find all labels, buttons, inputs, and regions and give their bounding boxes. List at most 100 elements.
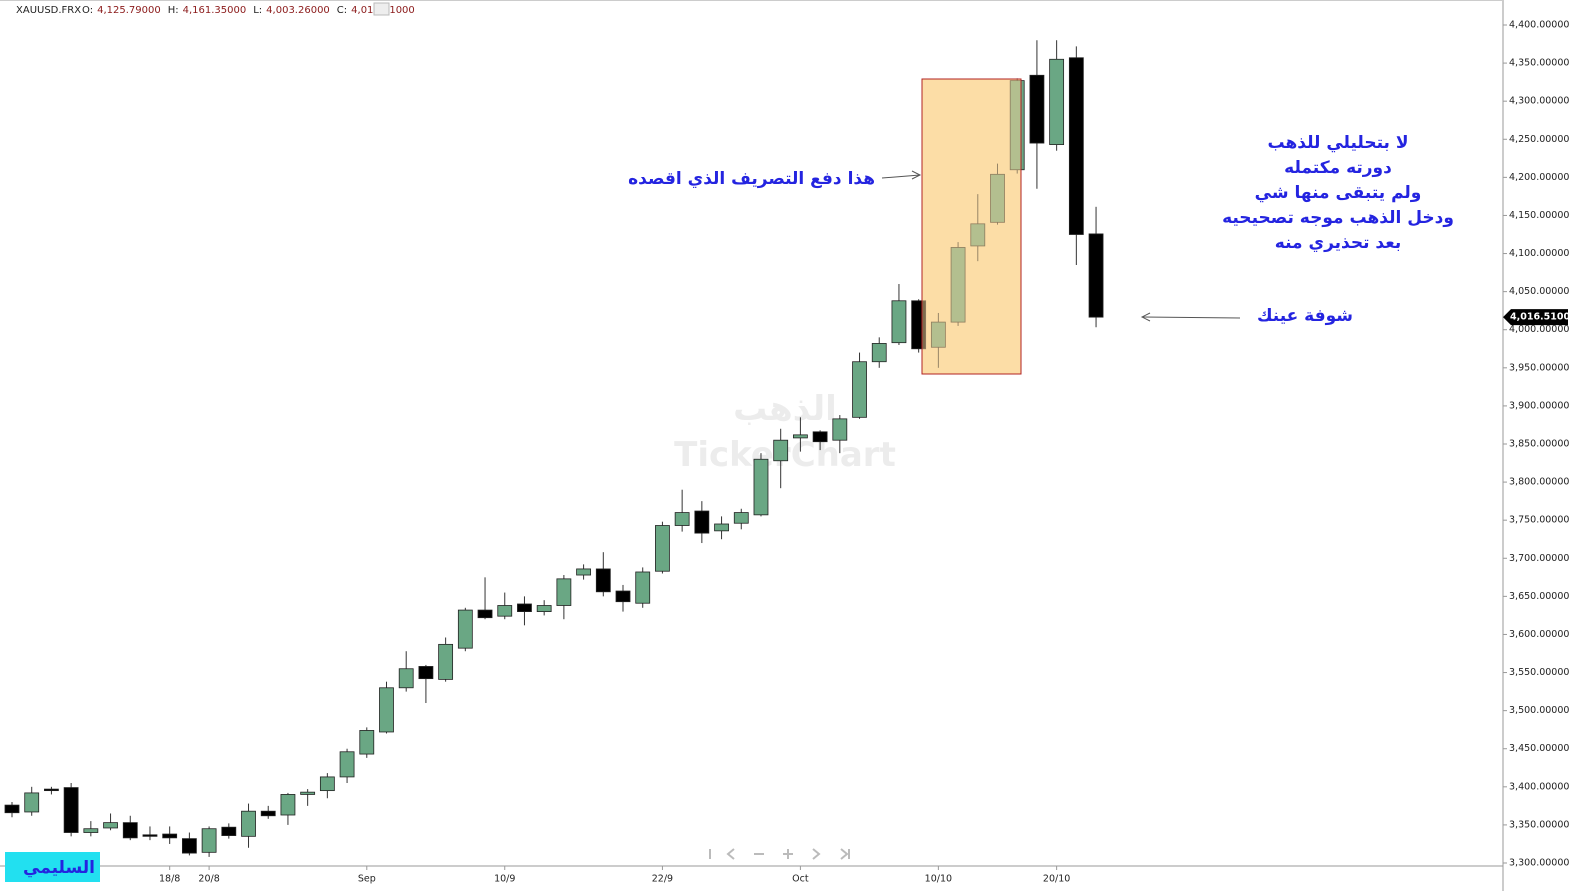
candle-body xyxy=(103,822,118,829)
y-tick-label: 4,350.00000 xyxy=(1509,58,1569,69)
analysis-line: ودخل الذهب موجه تصحيحيه xyxy=(1222,208,1454,228)
candle-body xyxy=(260,810,276,817)
candle-body xyxy=(1068,57,1084,235)
analysis-line: لا بتحليلي للذهب xyxy=(1267,133,1408,153)
candle-body xyxy=(241,810,256,837)
x-tick-label: Oct xyxy=(792,874,809,885)
candle-body xyxy=(852,361,867,418)
candle-body xyxy=(201,828,217,853)
candle-body xyxy=(280,794,296,816)
watermark-ar: الذهب xyxy=(733,389,837,429)
candle-body xyxy=(694,510,710,534)
author-badge xyxy=(5,852,100,882)
last-price-label: 4,016.51000 xyxy=(1510,312,1571,323)
candle-body xyxy=(1049,58,1065,146)
header-key: H: xyxy=(168,5,179,16)
candle-body xyxy=(44,788,59,792)
candle-body xyxy=(181,838,197,854)
symbol: XAUUSD.FRX xyxy=(16,5,81,16)
y-tick-label: 4,250.00000 xyxy=(1509,134,1569,145)
candle-body xyxy=(398,668,414,689)
y-tick-label: 3,800.00000 xyxy=(1509,477,1569,488)
y-tick-label: 3,750.00000 xyxy=(1509,515,1569,526)
candle-body xyxy=(812,431,828,443)
candle-body xyxy=(24,792,40,813)
candle-body xyxy=(871,343,887,363)
candle-body xyxy=(477,609,493,619)
nav-right[interactable] xyxy=(812,848,821,860)
header-key: L: xyxy=(253,5,262,16)
y-tick-label: 4,150.00000 xyxy=(1509,210,1569,221)
candle-body xyxy=(142,834,158,837)
candle-body xyxy=(418,666,434,680)
arrow xyxy=(1141,316,1241,319)
menu-button[interactable] xyxy=(373,2,390,16)
candle-body xyxy=(4,804,20,814)
y-tick-label: 3,550.00000 xyxy=(1509,667,1569,678)
candle-body xyxy=(832,418,848,441)
y-tick-label: 3,700.00000 xyxy=(1509,553,1569,564)
y-tick-label: 3,900.00000 xyxy=(1509,400,1569,411)
last-price-tag xyxy=(1503,309,1568,326)
box-note: هذا دفع التصريف الذي اقصده xyxy=(628,169,875,189)
analysis-note: لا بتحليلي للذهب دورته مكتمله ولم يتبقى من… xyxy=(1222,133,1454,253)
candle-body xyxy=(517,603,532,612)
analysis-line: بعد تحذيري منه xyxy=(1275,233,1401,253)
candle-body xyxy=(733,512,749,524)
candle-body xyxy=(122,822,138,839)
header-value: 4,161.35000 xyxy=(183,5,247,16)
x-tick-label: 20/8 xyxy=(198,874,219,885)
header-key: O: xyxy=(82,5,93,16)
header-key: C: xyxy=(337,5,347,16)
candle-body xyxy=(359,730,375,755)
nav-left[interactable] xyxy=(726,848,735,860)
author: السليمي xyxy=(23,858,95,878)
x-tick-label: 10/10 xyxy=(925,874,952,885)
nav-end[interactable] xyxy=(840,848,850,860)
y-tick-label: 4,200.00000 xyxy=(1509,172,1569,183)
ohlc-header: XAUUSD.FRX O: 4,125.79000 H: 4,161.35000 L: 4… xyxy=(16,5,415,16)
candle-body xyxy=(221,826,237,836)
y-tick-label: 3,650.00000 xyxy=(1509,591,1569,602)
candle-body xyxy=(674,512,690,526)
candle-body xyxy=(300,791,316,795)
x-tick-label: 20/10 xyxy=(1043,874,1070,885)
arrow xyxy=(881,174,921,179)
y-tick-label: 3,350.00000 xyxy=(1509,819,1569,830)
y-tick-label: 3,400.00000 xyxy=(1509,781,1569,792)
arrow-note: شوفة عينك xyxy=(1257,306,1353,326)
navigation-controls[interactable] xyxy=(709,848,850,860)
y-tick-label: 4,000.00000 xyxy=(1509,324,1569,335)
analysis-line: دورته مكتمله xyxy=(1284,158,1392,178)
highlight-overlay xyxy=(921,78,1022,375)
analysis-line: ولم يتبقى منها شي xyxy=(1255,183,1422,203)
candle-body xyxy=(753,458,769,516)
candle-body xyxy=(1029,74,1045,144)
y-tick-label: 3,600.00000 xyxy=(1509,629,1569,640)
header-value: 4,125.79000 xyxy=(97,5,161,16)
candle-body xyxy=(438,643,454,680)
candle-body xyxy=(714,523,729,532)
y-tick-label: 4,300.00000 xyxy=(1509,96,1569,107)
candle-body xyxy=(635,571,651,604)
candle-body xyxy=(891,300,907,344)
candle-body xyxy=(162,833,178,839)
y-tick-label: 3,300.00000 xyxy=(1509,858,1569,869)
y-tick-label: 3,850.00000 xyxy=(1509,439,1569,450)
candle-body xyxy=(379,687,394,733)
candle-body xyxy=(83,828,99,833)
y-tick-label: 4,100.00000 xyxy=(1509,248,1569,259)
candle-body xyxy=(1088,233,1104,318)
y-tick-label: 4,050.00000 xyxy=(1509,286,1569,297)
arrow-head xyxy=(911,170,922,180)
candle-body xyxy=(556,578,572,606)
y-tick-label: 3,450.00000 xyxy=(1509,743,1569,754)
candle-body xyxy=(615,590,631,603)
x-tick-label: 22/9 xyxy=(652,874,673,885)
x-tick-label: 18/8 xyxy=(159,874,180,885)
candle-body xyxy=(63,787,79,833)
candle-body xyxy=(595,568,611,593)
candle-body xyxy=(319,776,335,792)
nav-zoom-in[interactable] xyxy=(783,849,793,859)
